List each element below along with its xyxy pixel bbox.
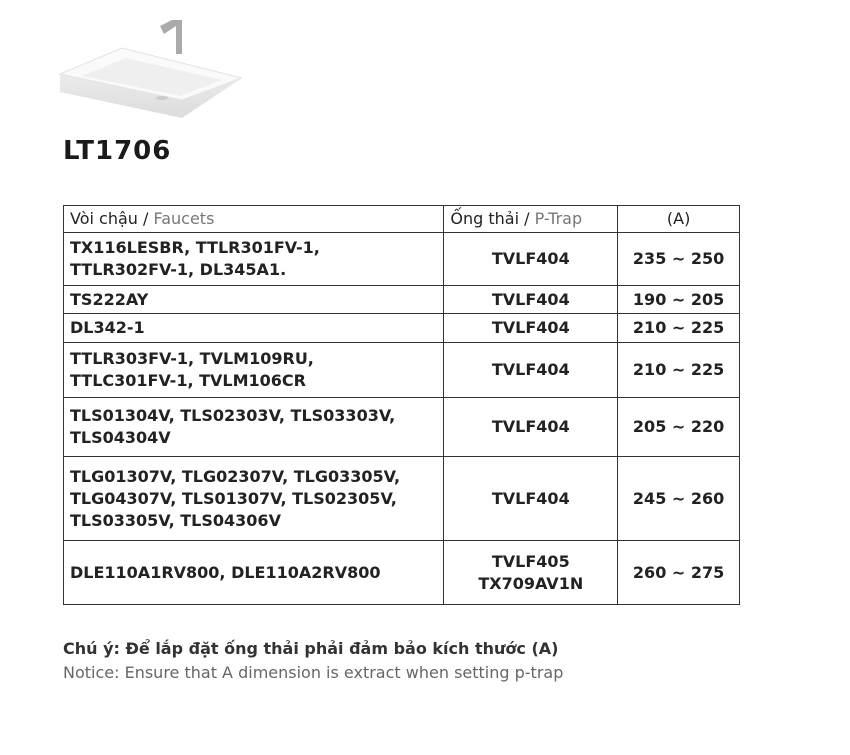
ptrap-cell: TVLF404 bbox=[443, 313, 619, 343]
dimension-cell-text: 260 ~ 275 bbox=[632, 562, 725, 582]
faucets-cell: TX116LESBR, TTLR301FV-1, TTLR302FV-1, DL3… bbox=[62, 232, 445, 286]
dimension-cell-text: 210 ~ 225 bbox=[632, 318, 725, 337]
faucets-cell-text: TTLR303FV-1, TVLM109RU, bbox=[70, 349, 314, 368]
ptrap-cell: TVLF404 bbox=[443, 285, 619, 314]
ptrap-cell: TVLF404 bbox=[443, 232, 619, 286]
dimension-cell-text: 245 ~ 260 bbox=[632, 488, 725, 508]
table-row: TLG01307V, TLG02307V, TLG03305V, TLG04307… bbox=[62, 456, 740, 541]
table-row: TS222AY TVLF404 190 ~ 205 bbox=[62, 285, 740, 314]
dimension-cell: 210 ~ 225 bbox=[617, 342, 740, 398]
faucets-cell-text: TS222AY bbox=[70, 289, 149, 309]
ptrap-cell-text: TVLF405 bbox=[491, 551, 570, 571]
ptrap-cell: TVLF405 TX709AV1N bbox=[443, 540, 619, 605]
note-vi: Chú ý: Để lắp đặt ống thải phải đảm bảo … bbox=[63, 639, 559, 658]
notes: Chú ý: Để lắp đặt ống thải phải đảm bảo … bbox=[63, 637, 563, 685]
header-ptrap-en: P-Trap bbox=[534, 209, 583, 228]
note-en: Notice: Ensure that A dimension is extra… bbox=[63, 663, 564, 682]
table-row: DL342-1 TVLF404 210 ~ 225 bbox=[62, 313, 740, 343]
faucets-cell-text: TLS03305V, TLS04306V bbox=[70, 510, 281, 530]
faucets-cell-text: TLG01307V, TLG02307V, TLG03305V, bbox=[70, 466, 401, 486]
product-title: LT1706 bbox=[63, 136, 172, 166]
faucets-cell: DLE110A1RV800, DLE110A2RV800 bbox=[62, 540, 445, 605]
ptrap-cell-text: TVLF404 bbox=[491, 249, 570, 268]
table-row: TLS01304V, TLS02303V, TLS03303V, TLS04304… bbox=[62, 397, 740, 457]
faucets-cell-text: TTLR302FV-1, DL345A1. bbox=[70, 260, 287, 279]
compatibility-table: Vòi chậu / Faucets Ống thải / P-Trap (A)… bbox=[62, 205, 740, 605]
table-row: DLE110A1RV800, DLE110A2RV800 TVLF405 TX709… bbox=[62, 540, 740, 605]
faucets-cell: TTLR303FV-1, TVLM109RU, TTLC301FV-1, TVLM… bbox=[62, 342, 445, 398]
faucets-cell-text: TLG04307V, TLS01307V, TLS02305V, bbox=[70, 488, 397, 508]
dimension-cell: 260 ~ 275 bbox=[617, 540, 740, 605]
header-faucets: Vòi chậu / Faucets bbox=[62, 205, 445, 233]
dimension-cell: 205 ~ 220 bbox=[617, 397, 740, 457]
faucets-cell-text: TX116LESBR, TTLR301FV-1, bbox=[70, 238, 320, 257]
faucets-cell: TLG01307V, TLG02307V, TLG03305V, TLG04307… bbox=[62, 456, 445, 541]
faucets-cell-text: TTLC301FV-1, TVLM106CR bbox=[70, 371, 306, 390]
dimension-cell: 190 ~ 205 bbox=[617, 285, 740, 314]
ptrap-cell: TVLF404 bbox=[443, 397, 619, 457]
header-faucets-en: Faucets bbox=[153, 209, 215, 228]
dimension-cell-text: 190 ~ 205 bbox=[632, 289, 725, 309]
table-row: TX116LESBR, TTLR301FV-1, TTLR302FV-1, DL3… bbox=[62, 232, 740, 286]
ptrap-cell: TVLF404 bbox=[443, 456, 619, 541]
faucets-cell: TLS01304V, TLS02303V, TLS03303V, TLS04304… bbox=[62, 397, 445, 457]
ptrap-cell-text: TVLF404 bbox=[491, 318, 570, 337]
faucets-cell-text: TLS01304V, TLS02303V, TLS03303V, bbox=[70, 406, 396, 425]
dimension-cell: 210 ~ 225 bbox=[617, 313, 740, 343]
dimension-cell: 245 ~ 260 bbox=[617, 456, 740, 541]
sink-product-image bbox=[58, 20, 242, 118]
ptrap-cell-text: TVLF404 bbox=[491, 289, 570, 309]
faucets-cell: DL342-1 bbox=[62, 313, 445, 343]
ptrap-cell-text: TVLF404 bbox=[491, 360, 570, 379]
dimension-cell: 235 ~ 250 bbox=[617, 232, 740, 286]
ptrap-cell-text: TX709AV1N bbox=[478, 573, 584, 593]
header-faucets-vi: Vòi chậu bbox=[70, 209, 138, 228]
table-header-row: Vòi chậu / Faucets Ống thải / P-Trap (A) bbox=[62, 205, 740, 233]
header-ptrap: Ống thải / P-Trap bbox=[443, 205, 619, 233]
ptrap-cell-text: TVLF404 bbox=[491, 488, 570, 508]
ptrap-cell-text: TVLF404 bbox=[491, 417, 570, 436]
dimension-cell-text: 210 ~ 225 bbox=[632, 360, 725, 379]
faucets-cell-text: DLE110A1RV800, DLE110A2RV800 bbox=[70, 562, 381, 582]
dimension-cell-text: 205 ~ 220 bbox=[632, 417, 725, 436]
faucets-cell-text: DL342-1 bbox=[70, 318, 145, 337]
faucets-cell-text: TLS04304V bbox=[70, 428, 171, 447]
faucets-cell: TS222AY bbox=[62, 285, 445, 314]
table-row: TTLR303FV-1, TVLM109RU, TTLC301FV-1, TVLM… bbox=[62, 342, 740, 398]
header-a: (A) bbox=[617, 205, 740, 233]
dimension-cell-text: 235 ~ 250 bbox=[632, 249, 725, 268]
ptrap-cell: TVLF404 bbox=[443, 342, 619, 398]
header-ptrap-vi: Ống thải bbox=[450, 209, 520, 228]
